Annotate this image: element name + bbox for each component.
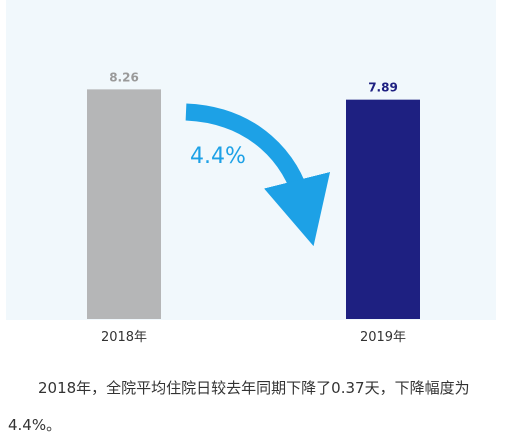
summary-caption: 2018年，全院平均住院日较去年同期下降了0.37天，下降幅度为4.4%。 bbox=[8, 379, 470, 434]
x-tick-label-2019: 2019年 bbox=[359, 330, 407, 345]
x-tick-label-2018: 2018年 bbox=[100, 330, 148, 345]
bar-2019 bbox=[346, 99, 420, 320]
bar-2018 bbox=[87, 89, 161, 319]
value-label-2019: 7.89 bbox=[368, 81, 398, 95]
decrease-arrow bbox=[185, 103, 331, 247]
value-label-2018: 8.26 bbox=[109, 70, 139, 84]
bar-chart: 8.26 7.89 4.4% bbox=[87, 70, 420, 320]
change-percent-annotation: 4.4% bbox=[190, 144, 246, 169]
